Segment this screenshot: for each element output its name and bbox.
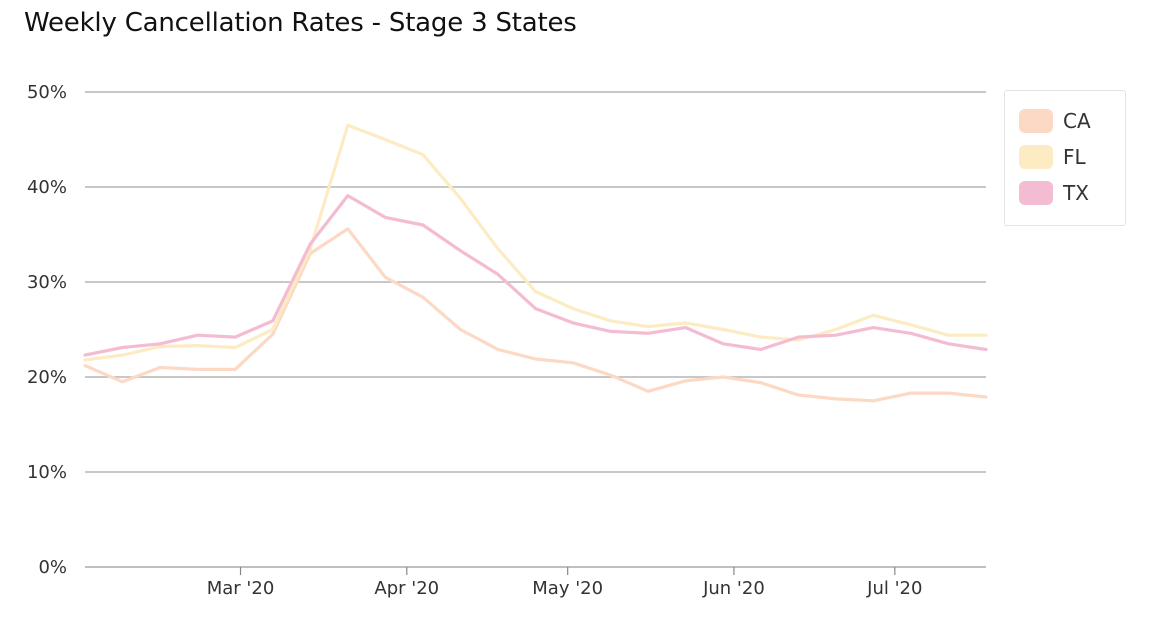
x-tick-label: Apr '20	[374, 578, 439, 599]
x-tick-label: Mar '20	[207, 578, 275, 599]
y-tick-label: 20%	[27, 367, 67, 388]
x-tick-label: Jul '20	[866, 578, 922, 599]
x-tick-label: Jun '20	[702, 578, 765, 599]
series-lines	[83, 123, 988, 403]
legend-label-tx: TX	[1063, 181, 1089, 205]
series-line-tx[interactable]	[83, 194, 988, 357]
legend-label-ca: CA	[1063, 109, 1091, 133]
axes: 0% 10% 20% 30% 40% 50% Mar '20 Apr '20 May '20 Ju…	[27, 82, 922, 599]
y-tick-label: 0%	[38, 557, 67, 578]
chart-title: Weekly Cancellation Rates - Stage 3 Stat…	[24, 8, 577, 38]
legend-label-fl: FL	[1063, 145, 1086, 169]
x-tick-label: May '20	[532, 578, 603, 599]
y-tick-label: 50%	[27, 82, 67, 103]
y-tick-label: 30%	[27, 272, 67, 293]
legend-swatch-ca	[1019, 109, 1053, 133]
y-tick-label: 40%	[27, 177, 67, 198]
legend-swatch-fl	[1019, 145, 1053, 169]
y-tick-label: 10%	[27, 462, 67, 483]
series-line-ca[interactable]	[83, 227, 988, 403]
legend-item-ca[interactable]: CA	[1019, 103, 1125, 139]
legend-item-tx[interactable]: TX	[1019, 175, 1125, 211]
legend-item-fl[interactable]: FL	[1019, 139, 1125, 175]
series-line-fl[interactable]	[83, 123, 988, 362]
grid-lines	[85, 91, 986, 568]
legend: CA FL TX	[1004, 90, 1126, 226]
legend-swatch-tx	[1019, 181, 1053, 205]
